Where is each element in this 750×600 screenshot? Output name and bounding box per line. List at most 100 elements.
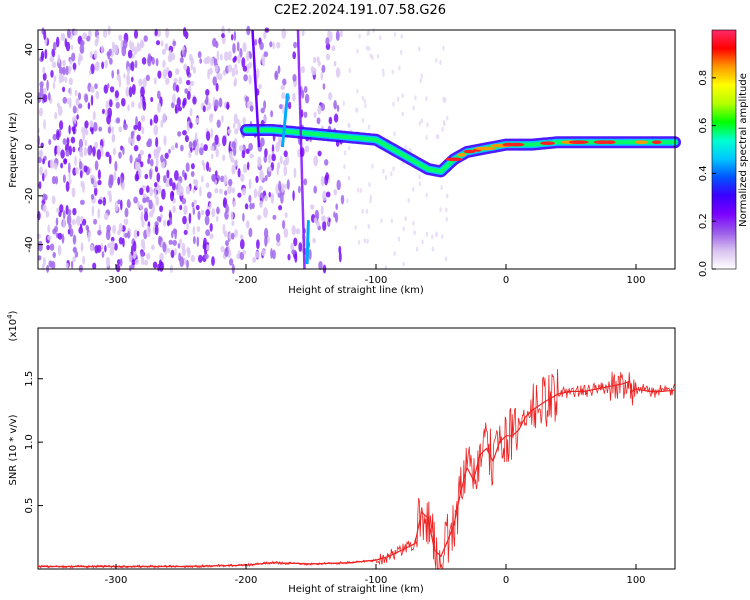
spectrogram-speckle <box>376 53 380 59</box>
spectrogram-speckle <box>186 90 191 100</box>
spectrogram-speckle <box>237 192 242 198</box>
spectrogram-speckle <box>220 53 223 61</box>
spectrogram-speckle <box>272 214 277 220</box>
spectrogram-speckle <box>174 142 179 149</box>
spectrogram-speckle <box>139 40 145 48</box>
spectrogram-x-tick-label: -300 <box>105 275 128 286</box>
spectrogram-speckle <box>158 261 164 272</box>
spectrogram-speckle <box>101 61 105 70</box>
spectrogram-speckle <box>366 31 369 37</box>
spectrogram-speckle <box>183 229 188 235</box>
spectrogram-speckle <box>325 37 330 46</box>
spectrogram-speckle <box>42 72 47 81</box>
spectrogram-speckle <box>87 232 91 243</box>
spectrogram-speckle <box>109 86 115 93</box>
spectrogram-speckle <box>227 128 232 134</box>
spectrogram-speckle <box>79 223 83 230</box>
spectrogram-speckle <box>412 186 415 192</box>
spectrogram-speckle <box>139 149 144 156</box>
colorbar-tick-label: 0.8 <box>698 70 709 86</box>
spectrogram-speckle <box>231 67 236 78</box>
spectrogram-speckle <box>215 148 219 158</box>
spectrogram-speckle <box>122 39 128 49</box>
spectrogram-speckle <box>66 137 70 146</box>
spectrogram-speckle <box>440 185 443 190</box>
spectrogram-speckle <box>185 162 190 173</box>
spectrogram-speckle <box>188 150 192 159</box>
snr-series-line <box>38 380 676 568</box>
spectrogram-speckle <box>37 156 42 164</box>
spectrogram-speckle <box>175 84 180 93</box>
spectrogram-speckle <box>333 61 337 67</box>
spectrogram-speckle <box>154 182 158 188</box>
spectrogram-speckle <box>222 154 226 162</box>
spectrogram-speckle <box>359 188 363 193</box>
spectrogram-speckle <box>190 163 195 170</box>
spectrogram-speckle <box>418 181 422 187</box>
spectrogram-speckle <box>316 56 320 63</box>
spectrogram-speckle <box>184 134 189 143</box>
spectrogram-speckle <box>205 244 210 251</box>
spectrogram-y-tick-label: -20 <box>24 188 35 204</box>
spectrogram-speckle <box>192 96 197 105</box>
spectrogram-speckle <box>325 172 329 181</box>
spectrogram-speckle <box>431 246 435 252</box>
spectrogram-speckle <box>84 93 89 103</box>
spectrogram-speckle <box>138 78 143 87</box>
spectrogram-speckle <box>400 49 403 55</box>
spectrogram-speckle <box>172 82 177 92</box>
spectrogram-speckle <box>125 86 130 97</box>
spectrogram-speckle <box>163 135 167 146</box>
spectrogram-speckle <box>177 131 182 137</box>
spectrogram-speckle <box>170 102 175 109</box>
spectrogram-speckle <box>55 217 59 226</box>
spectrogram-speckle <box>321 215 326 222</box>
spectrogram-speckle <box>149 186 154 197</box>
spectrogram-speckle <box>43 29 47 41</box>
spectrogram-speckle <box>147 157 151 165</box>
spectrogram-speckle <box>390 218 393 224</box>
spectrogram-speckle <box>166 169 170 179</box>
spectrogram-speckle <box>112 147 116 156</box>
spectrogram-speckle <box>39 85 44 97</box>
spectrogram-speckle <box>343 164 346 170</box>
spectrogram-speckle <box>195 179 199 188</box>
spectrogram-speckle <box>292 51 297 60</box>
spectrogram-speckle <box>156 216 162 222</box>
spectrogram-speckle <box>291 249 296 255</box>
spectrogram-speckle <box>313 155 319 167</box>
spectrogram-speckle <box>343 150 347 156</box>
spectrogram-speckle <box>446 193 449 199</box>
spectrogram-speckle <box>178 252 182 262</box>
spectrogram-speckle <box>201 159 205 166</box>
spectrogram-speckle <box>105 100 109 110</box>
spectrogram-speckle <box>242 42 247 53</box>
spectrogram-speckle <box>254 38 258 46</box>
spectrogram-speckle <box>263 51 269 58</box>
spectrogram-speckle <box>234 63 238 70</box>
spectrogram-speckle <box>51 260 56 270</box>
spectrogram-speckle <box>73 114 77 125</box>
colorbar-tick-label: 0.4 <box>698 165 709 181</box>
spectrogram-speckle <box>192 225 196 236</box>
spectrogram-speckle <box>90 63 95 75</box>
spectrogram-speckle <box>243 74 248 82</box>
spectrogram-speckle <box>174 170 179 181</box>
spectrogram-speckle <box>205 209 211 217</box>
spectrogram-speckle <box>138 167 142 179</box>
spectrogram-speckle <box>136 230 140 237</box>
spectrogram-speckle <box>198 254 203 263</box>
spectrogram-speckle <box>310 204 315 210</box>
spectrogram-speckle <box>303 111 308 118</box>
spectrogram-speckle <box>335 30 340 41</box>
spectrogram-speckle <box>71 52 76 62</box>
spectrogram-speckle <box>361 208 364 214</box>
spectrogram-speckle <box>233 159 238 167</box>
spectrogram-speckle <box>62 66 66 76</box>
spectrogram-speckle <box>80 199 85 205</box>
spectrogram-speckle <box>69 86 72 96</box>
spectrogram-speckle <box>227 50 232 61</box>
spectrogram-speckle <box>182 169 185 178</box>
spectrogram-speckle <box>276 240 281 247</box>
spectrogram-speckle <box>382 71 385 77</box>
